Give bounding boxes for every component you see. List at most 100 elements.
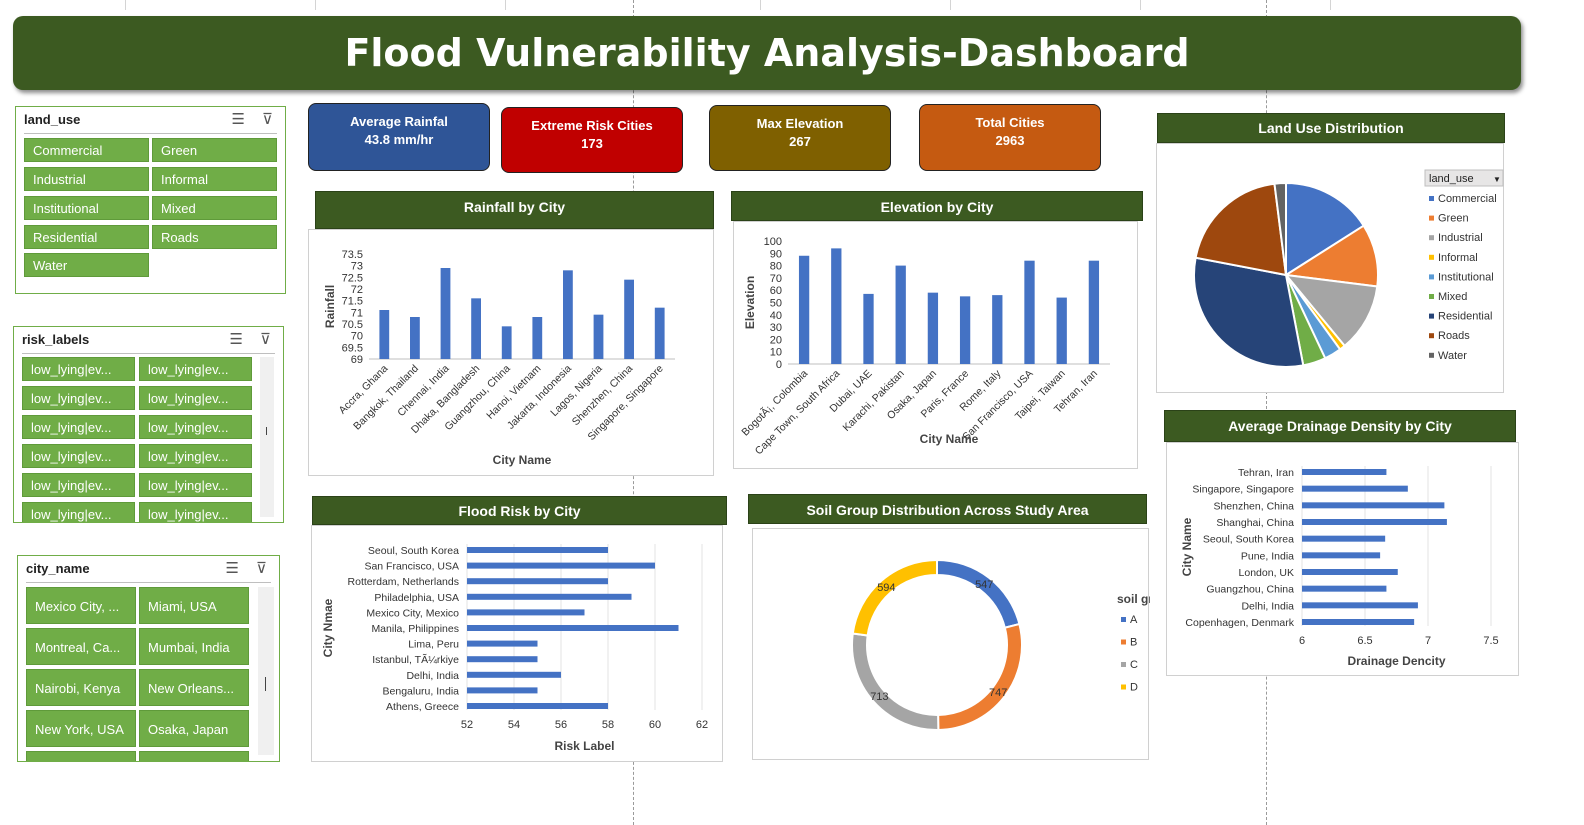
slicer-header: city_name ☰ ⊽: [26, 556, 271, 583]
slicer-item[interactable]: low_lying|ev...: [139, 415, 252, 439]
slicer-item[interactable]: low_lying|ev...: [139, 473, 252, 497]
slicer-risk-labels: risk_labels ☰ ⊽ low_lying|ev... low_lyin…: [13, 326, 284, 523]
bar: [1302, 585, 1387, 592]
x-tick-label: 58: [602, 719, 614, 731]
clear-filter-icon[interactable]: ⊽: [260, 331, 271, 348]
chart-title: Flood Risk by City: [312, 496, 727, 525]
slicer-item[interactable]: Mexico City, ...: [26, 587, 136, 624]
slicer-item[interactable]: low_lying|ev...: [139, 386, 252, 410]
multi-select-icon[interactable]: ☰: [229, 331, 243, 348]
x-tick-label: 60: [649, 719, 661, 731]
slicer-item[interactable]: Informal: [152, 167, 277, 191]
slicer-item[interactable]: New Orleans...: [139, 669, 249, 706]
pie-slice: [851, 558, 938, 637]
clear-filter-icon[interactable]: ⊽: [256, 560, 267, 577]
y-tick-label: 71: [351, 307, 363, 319]
bar: [1302, 569, 1398, 575]
x-axis-title: Risk Label: [554, 739, 614, 753]
pie-slice: [1194, 182, 1288, 277]
bar: [467, 656, 538, 663]
bar: [467, 562, 655, 569]
slicer-item[interactable]: New York, USA: [26, 710, 136, 747]
slicer-item[interactable]: low_lying|ev...: [22, 444, 135, 468]
legend-label: B: [1130, 637, 1137, 649]
slicer-item[interactable]: Miami, USA: [139, 587, 249, 624]
y-tick-label: 80: [770, 261, 782, 273]
slicer-item[interactable]: Montreal, Ca...: [26, 628, 136, 665]
multi-select-icon[interactable]: ☰: [225, 560, 239, 577]
y-tick-label: Tehran, Iran: [1238, 467, 1294, 479]
chart-title: Average Drainage Density by City: [1164, 410, 1516, 442]
slicer-item[interactable]: low_lying|ev...: [139, 444, 252, 468]
slicer-scrollbar[interactable]: [258, 587, 274, 755]
legend-label: Industrial: [1438, 232, 1483, 244]
slicer-item[interactable]: Water: [24, 253, 149, 277]
bar: [467, 703, 608, 709]
legend-swatch: [1429, 294, 1434, 299]
bar: [467, 687, 538, 694]
multi-select-icon[interactable]: ☰: [231, 111, 245, 128]
y-tick-label: Shanghai, China: [1216, 517, 1294, 529]
y-tick-label: Athens, Greece: [386, 701, 459, 713]
legend-swatch: [1121, 662, 1126, 667]
bar: [1302, 502, 1445, 509]
pie-slice: [1273, 181, 1287, 276]
pie-slice: [936, 558, 1021, 629]
kpi-average-rainfall: Average Rainfal 43.8 mm/hr: [308, 103, 490, 171]
rainfall-chart: 73.5 73 72.5 72 71.5 71 70.5 70 69.5 69 Accra, Gha…: [308, 229, 714, 476]
data-label: 547: [975, 579, 993, 591]
slicer-item[interactable]: Mumbai, India: [139, 628, 249, 665]
slicer-item[interactable]: low_lying|ev...: [22, 473, 135, 497]
legend-swatch: [1429, 254, 1434, 260]
clear-filter-icon[interactable]: ⊽: [262, 111, 273, 128]
y-tick-label: Istanbul, TÃ¼rkiye: [372, 653, 459, 666]
legend-label: Residential: [1438, 311, 1492, 323]
slicer-item[interactable]: Institutional: [24, 196, 149, 220]
slicer-item[interactable]: [139, 751, 249, 761]
y-tick-label: London, UK: [1239, 567, 1294, 579]
slicer-item[interactable]: Industrial: [24, 167, 149, 191]
slicer-item[interactable]: Osaka, Japan: [139, 710, 249, 747]
bar: [1302, 519, 1447, 525]
y-tick-label: Manila, Philippines: [371, 623, 459, 635]
y-tick-label: 72.5: [342, 272, 363, 284]
y-tick-label: 69: [351, 354, 363, 366]
slicer-item[interactable]: Nairobi, Kenya: [26, 669, 136, 706]
slicer-item[interactable]: low_lying|ev...: [22, 357, 135, 381]
slicer-item[interactable]: Roads: [152, 225, 277, 249]
y-axis-title: City Nmae: [321, 598, 335, 657]
bar: [1024, 260, 1035, 364]
bar: [798, 255, 810, 364]
slicer-item[interactable]: low_lying|ev...: [22, 386, 135, 410]
floodrisk-chart: 52 54 56 58 60 62 Seoul, South Korea San Franci…: [311, 525, 723, 762]
y-tick-label: Lima, Peru: [408, 639, 459, 651]
bar: [1302, 619, 1415, 625]
slicer-item[interactable]: Commercial: [24, 138, 149, 162]
slicer-item[interactable]: low_lying|ev...: [22, 502, 135, 522]
bar: [1088, 260, 1100, 364]
slicer-item[interactable]: Mixed: [152, 196, 277, 220]
bar: [1302, 602, 1418, 609]
bar: [895, 265, 906, 364]
slicer-item[interactable]: Green: [152, 138, 277, 162]
legend-label: Roads: [1438, 330, 1470, 342]
slicer-item[interactable]: [26, 751, 136, 761]
slicer-header: risk_labels ☰ ⊽: [22, 327, 275, 354]
kpi-label: Max Elevation: [756, 116, 844, 131]
y-tick-label: Seoul, South Korea: [368, 545, 459, 557]
slicer-city-name: city_name ☰ ⊽ Mexico City, ... Miami, US…: [17, 555, 280, 762]
y-tick-label: 10: [770, 347, 782, 359]
chart-title: Rainfall by City: [315, 191, 714, 229]
bar: [563, 270, 573, 359]
slicer-item[interactable]: low_lying|ev...: [139, 357, 252, 381]
kpi-label: Total Cities: [975, 115, 1045, 130]
y-tick-label: 71.5: [342, 296, 363, 308]
slicer-scrollbar[interactable]: [260, 357, 274, 517]
slicer-item[interactable]: low_lying|ev...: [139, 502, 252, 522]
x-tick-label: 62: [696, 719, 708, 731]
slicer-item[interactable]: low_lying|ev...: [22, 415, 135, 439]
slicer-item[interactable]: Residential: [24, 225, 149, 249]
legend-label: A: [1130, 614, 1138, 626]
y-tick-label: Rotterdam, Netherlands: [348, 576, 459, 588]
